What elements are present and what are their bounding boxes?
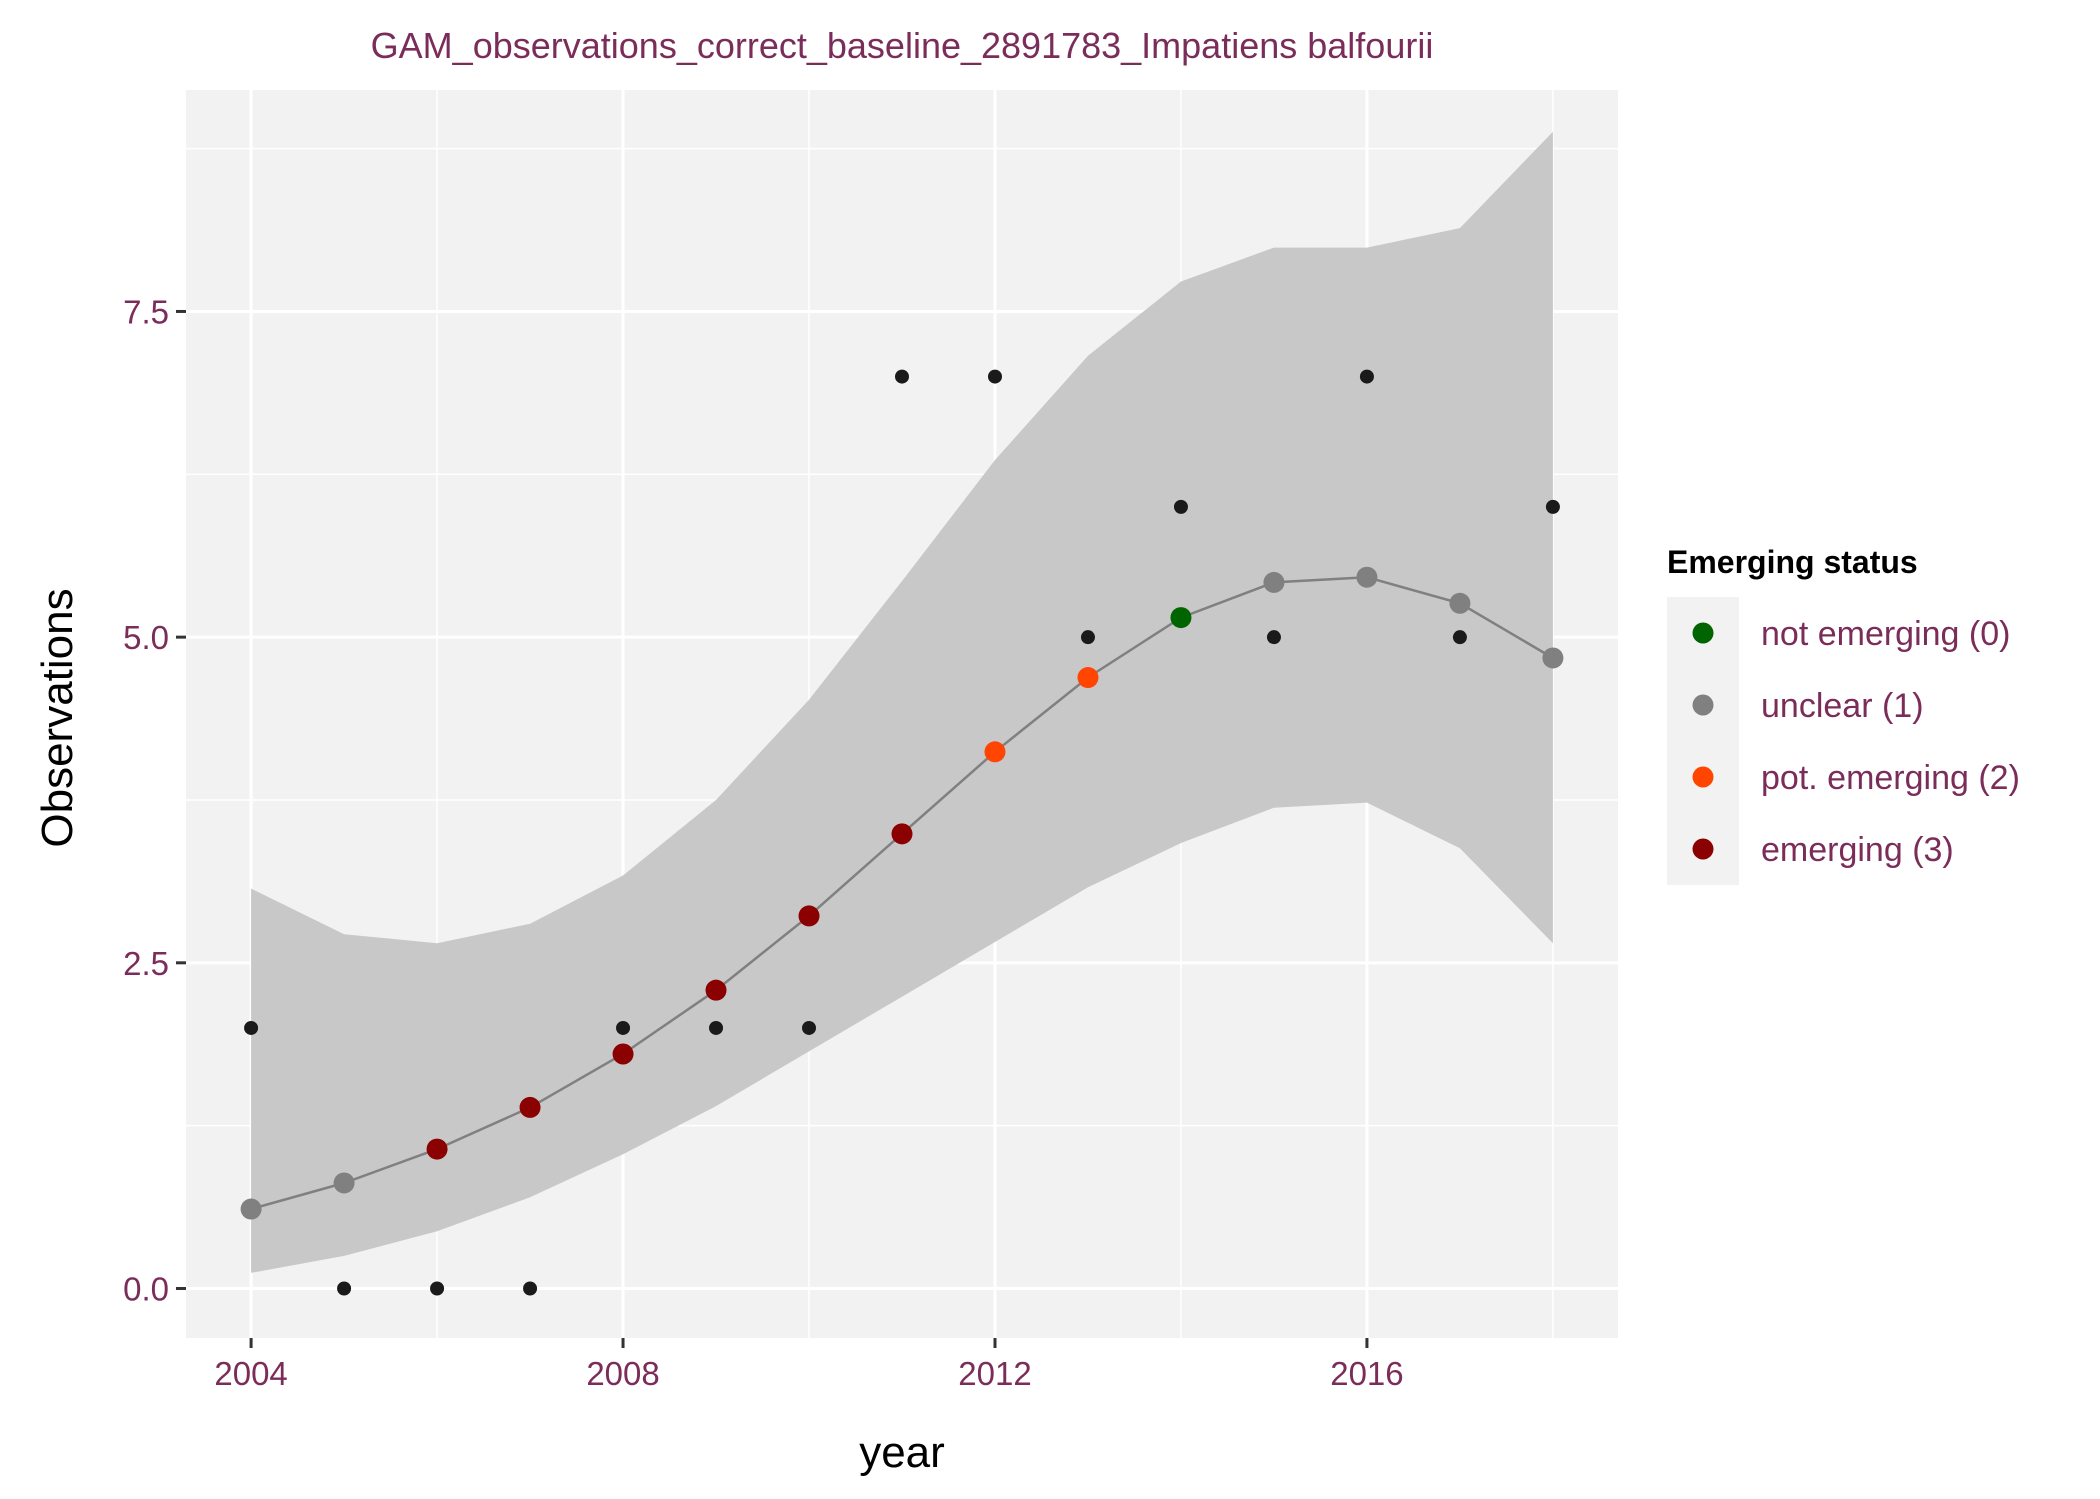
fit-point (1449, 592, 1471, 614)
fit-point (1263, 571, 1285, 593)
chart-title: GAM_observations_correct_baseline_289178… (371, 25, 1434, 66)
observed-point (1359, 369, 1374, 384)
fit-point (1356, 566, 1378, 588)
observed-point (987, 369, 1002, 384)
legend-label: emerging (3) (1761, 831, 1954, 869)
confidence-band (251, 131, 1553, 1273)
observed-point (895, 369, 909, 384)
legend-key-marker (1692, 694, 1714, 716)
fit-point (333, 1172, 355, 1194)
legend-key-marker (1692, 766, 1714, 788)
observed-point (1080, 630, 1095, 645)
fit-point (519, 1096, 541, 1118)
y-tick-label: 5.0 (123, 619, 169, 656)
y-tick-label: 7.5 (123, 293, 169, 330)
fit-point (612, 1043, 634, 1065)
fit-point (705, 979, 727, 1001)
observed-point (1173, 499, 1188, 514)
legend-label: unclear (1) (1761, 687, 1924, 725)
fit-point (1542, 647, 1564, 669)
observed-point (616, 1020, 631, 1035)
y-tick-label: 0.0 (123, 1270, 169, 1307)
observed-point (523, 1281, 538, 1296)
y-axis: 0.0 2.5 5.0 7.5 (123, 293, 186, 1307)
legend-label: not emerging (0) (1761, 615, 2010, 653)
legend-title: Emerging status (1667, 544, 1918, 580)
observed-point (709, 1020, 724, 1035)
fit-point (798, 905, 820, 927)
legend-key-background (1667, 597, 1739, 885)
observed-point (802, 1020, 817, 1035)
observed-point (1545, 499, 1560, 514)
plot-panel (186, 90, 1618, 1338)
x-tick-label: 2012 (958, 1355, 1031, 1392)
legend-key-marker (1692, 838, 1714, 860)
y-axis-title: Observations (33, 588, 82, 847)
legend-label: pot. emerging (2) (1761, 759, 2020, 797)
x-axis: 2004 2008 2012 2016 (214, 1338, 1404, 1392)
fit-point (891, 823, 913, 845)
fit-point (1170, 607, 1192, 629)
observed-point (1452, 630, 1467, 645)
fit-point (1077, 667, 1099, 689)
fit-point (984, 741, 1006, 763)
observed-point (337, 1281, 352, 1296)
observed-point (430, 1281, 445, 1296)
observed-point (244, 1020, 259, 1035)
legend-key-marker (1692, 622, 1714, 644)
x-tick-label: 2016 (1330, 1355, 1403, 1392)
legend: Emerging status not emerging (0) unclear … (1667, 544, 2020, 885)
x-tick-label: 2004 (214, 1355, 287, 1392)
observed-point (1266, 630, 1281, 645)
x-tick-label: 2008 (586, 1355, 659, 1392)
y-tick-label: 2.5 (123, 945, 169, 982)
x-axis-title: year (859, 1428, 945, 1477)
fit-point (426, 1138, 448, 1160)
fit-point (240, 1198, 262, 1220)
